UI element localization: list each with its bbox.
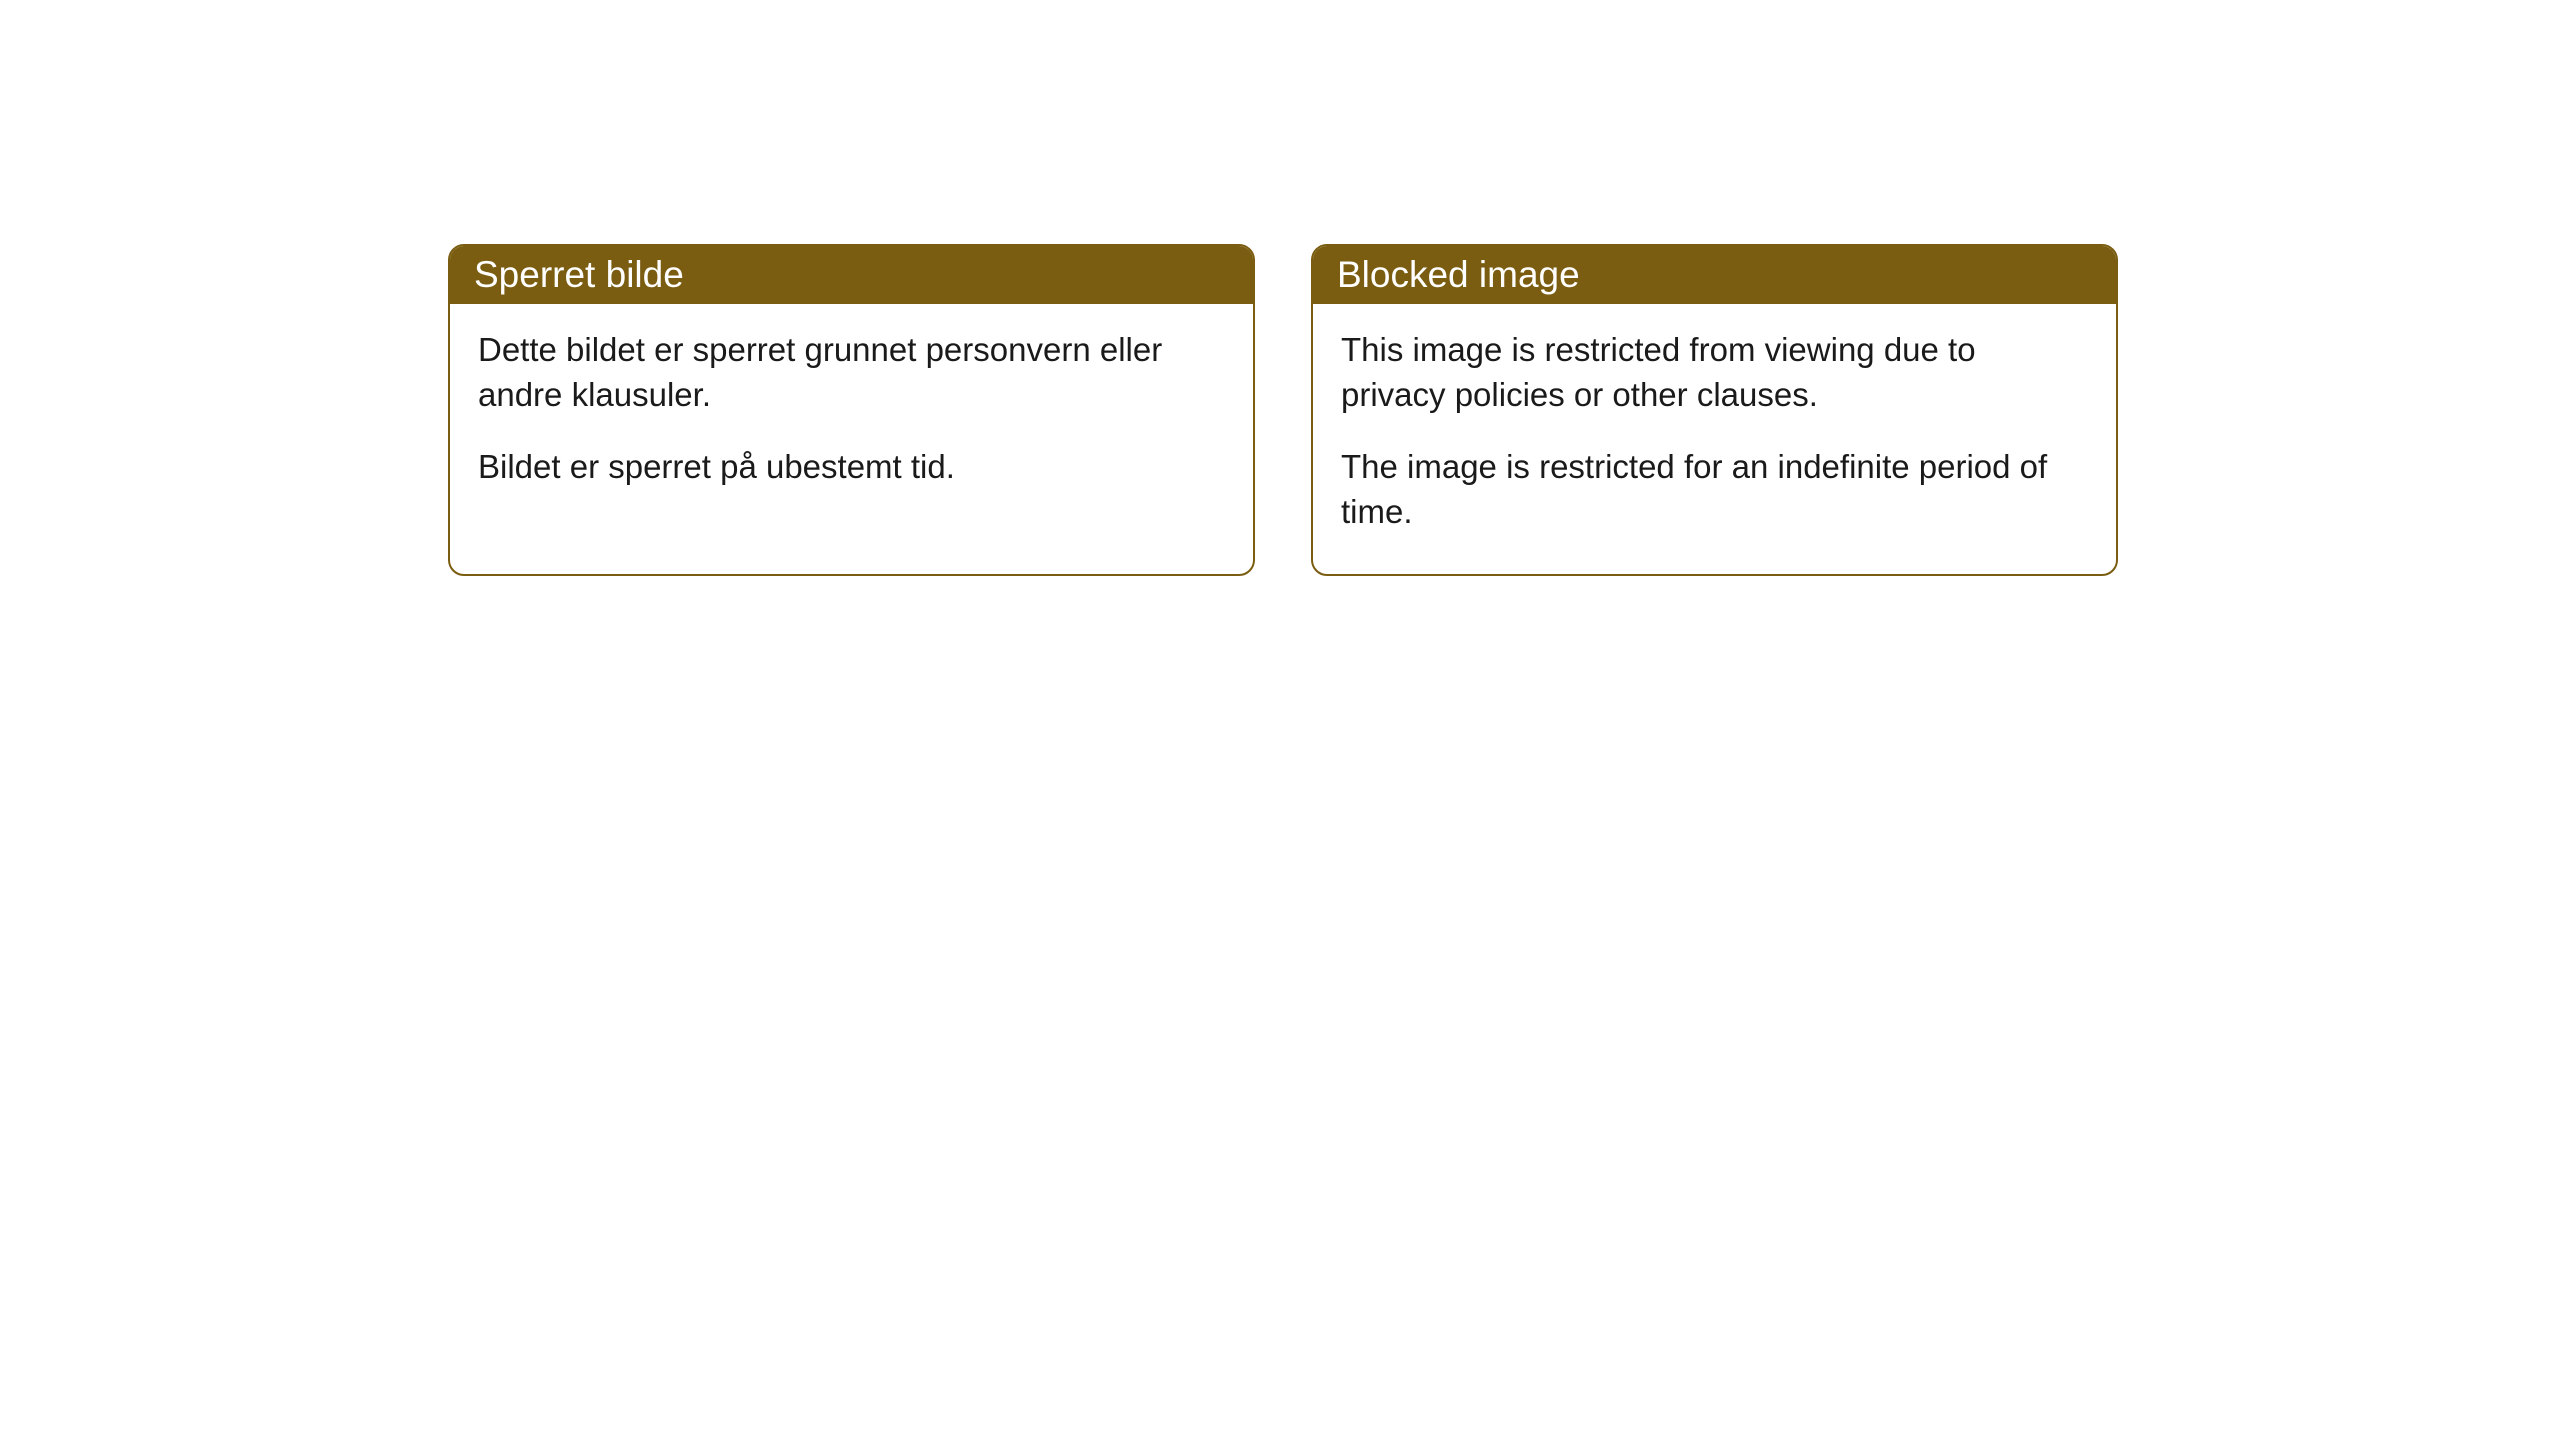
card-body-en: This image is restricted from viewing du… [1313,304,2116,574]
card-body-no: Dette bildet er sperret grunnet personve… [450,304,1253,530]
card-paragraph-2-no: Bildet er sperret på ubestemt tid. [478,445,1225,490]
blocked-image-card-en: Blocked image This image is restricted f… [1311,244,2118,576]
cards-container: Sperret bilde Dette bildet er sperret gr… [0,0,2560,576]
card-paragraph-1-en: This image is restricted from viewing du… [1341,328,2088,417]
card-header-no: Sperret bilde [450,246,1253,304]
blocked-image-card-no: Sperret bilde Dette bildet er sperret gr… [448,244,1255,576]
card-paragraph-1-no: Dette bildet er sperret grunnet personve… [478,328,1225,417]
card-paragraph-2-en: The image is restricted for an indefinit… [1341,445,2088,534]
card-header-en: Blocked image [1313,246,2116,304]
